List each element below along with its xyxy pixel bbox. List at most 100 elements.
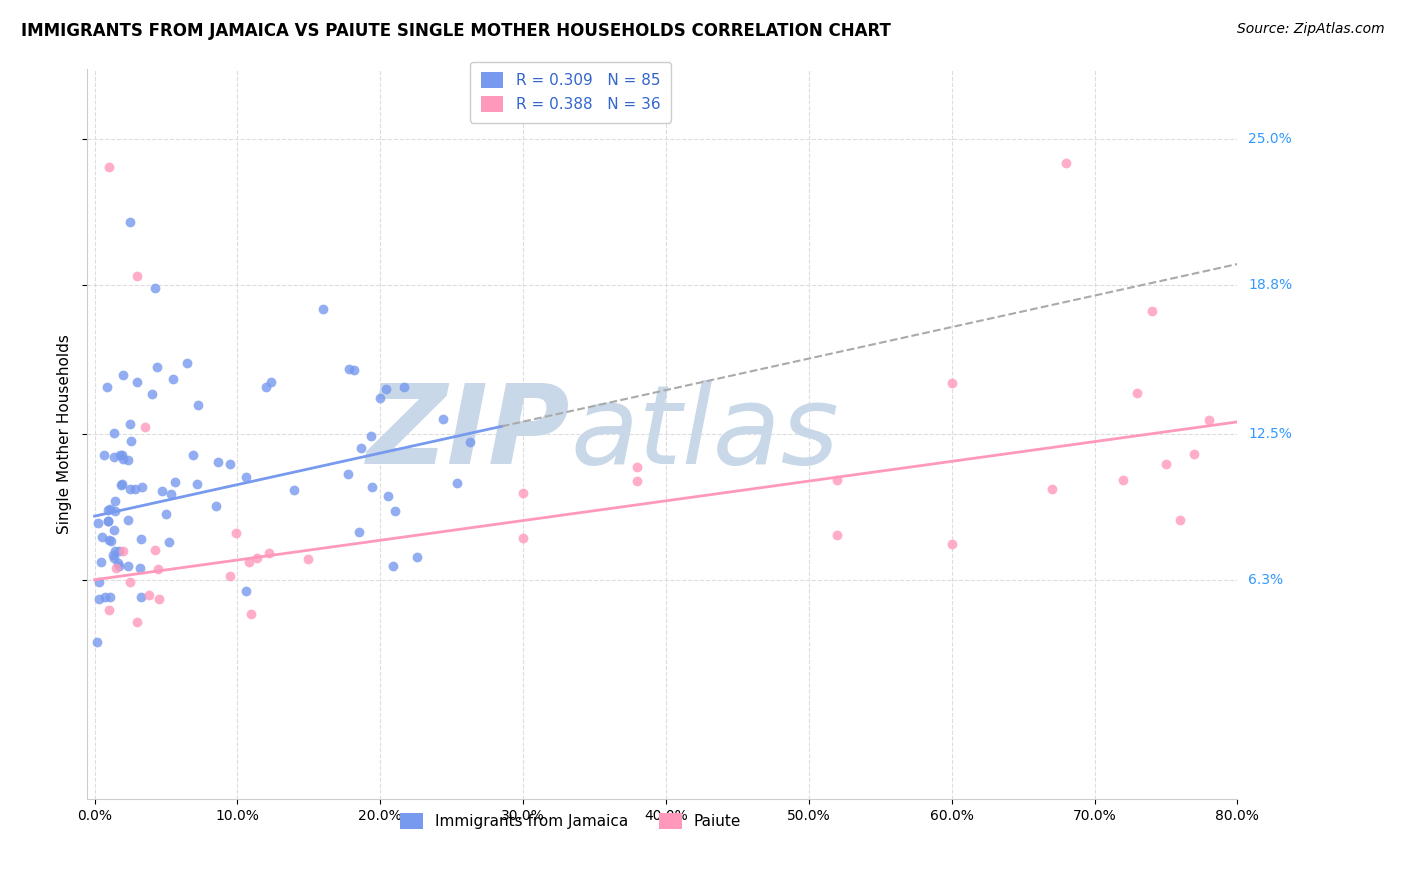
Point bbox=[104, 544, 127, 558]
Text: 18.8%: 18.8% bbox=[1249, 278, 1292, 293]
Point bbox=[129, 561, 152, 575]
Point bbox=[254, 379, 277, 393]
Point bbox=[90, 530, 112, 544]
Point bbox=[1126, 385, 1149, 400]
Point bbox=[110, 478, 132, 492]
Point bbox=[86, 635, 108, 649]
Point bbox=[176, 356, 198, 370]
Point bbox=[246, 550, 269, 565]
Point bbox=[87, 574, 110, 589]
Point bbox=[187, 398, 209, 412]
Point bbox=[97, 533, 120, 548]
Point bbox=[239, 607, 262, 621]
Point bbox=[100, 534, 122, 549]
Legend: Immigrants from Jamaica, Paiute: Immigrants from Jamaica, Paiute bbox=[394, 806, 747, 835]
Point bbox=[93, 448, 115, 462]
Text: Source: ZipAtlas.com: Source: ZipAtlas.com bbox=[1237, 22, 1385, 37]
Point bbox=[120, 417, 142, 431]
Point bbox=[512, 485, 534, 500]
Point bbox=[127, 615, 149, 629]
Point bbox=[361, 480, 384, 494]
Point bbox=[1154, 457, 1177, 471]
Point bbox=[87, 516, 110, 531]
Point bbox=[218, 457, 240, 471]
Point bbox=[108, 448, 131, 462]
Point bbox=[219, 568, 242, 582]
Point bbox=[392, 379, 415, 393]
Point bbox=[205, 499, 228, 513]
Point bbox=[98, 502, 121, 516]
Point bbox=[432, 412, 454, 426]
Point bbox=[104, 494, 127, 508]
Point bbox=[134, 419, 156, 434]
Point bbox=[148, 591, 170, 606]
Point bbox=[1040, 482, 1063, 496]
Point bbox=[827, 528, 849, 542]
Point bbox=[150, 484, 173, 499]
Text: ZIP: ZIP bbox=[367, 380, 571, 487]
Point bbox=[377, 489, 399, 503]
Point bbox=[117, 513, 139, 527]
Point bbox=[96, 514, 118, 528]
Point bbox=[186, 477, 208, 491]
Point bbox=[97, 603, 120, 617]
Point bbox=[101, 548, 124, 562]
Point bbox=[146, 360, 169, 375]
Point bbox=[120, 434, 142, 448]
Point bbox=[103, 551, 125, 566]
Point bbox=[98, 590, 121, 604]
Point bbox=[148, 562, 170, 576]
Point bbox=[90, 555, 112, 569]
Point bbox=[360, 429, 382, 443]
Text: atlas: atlas bbox=[571, 380, 839, 487]
Point bbox=[827, 473, 849, 487]
Text: 6.3%: 6.3% bbox=[1249, 573, 1284, 587]
Point bbox=[238, 555, 260, 569]
Point bbox=[143, 542, 166, 557]
Point bbox=[1168, 513, 1191, 527]
Point bbox=[260, 375, 283, 389]
Point bbox=[104, 504, 127, 518]
Point bbox=[512, 531, 534, 545]
Point bbox=[312, 301, 335, 316]
Y-axis label: Single Mother Households: Single Mother Households bbox=[58, 334, 72, 533]
Point bbox=[1184, 447, 1206, 461]
Point bbox=[368, 392, 391, 406]
Point bbox=[163, 475, 186, 489]
Point bbox=[112, 368, 135, 382]
Point bbox=[458, 434, 481, 449]
Point bbox=[103, 450, 125, 464]
Point bbox=[374, 382, 396, 396]
Text: IMMIGRANTS FROM JAMAICA VS PAIUTE SINGLE MOTHER HOUSEHOLDS CORRELATION CHART: IMMIGRANTS FROM JAMAICA VS PAIUTE SINGLE… bbox=[21, 22, 891, 40]
Point bbox=[105, 561, 128, 575]
Point bbox=[129, 532, 152, 546]
Point bbox=[111, 477, 134, 491]
Point bbox=[89, 591, 111, 606]
Point bbox=[97, 514, 120, 528]
Point bbox=[108, 544, 131, 558]
Point bbox=[129, 591, 152, 605]
Point bbox=[111, 448, 134, 462]
Point bbox=[120, 214, 142, 228]
Point bbox=[103, 425, 125, 440]
Point bbox=[157, 534, 180, 549]
Point bbox=[124, 482, 146, 496]
Point bbox=[118, 482, 141, 496]
Point bbox=[207, 455, 229, 469]
Point bbox=[384, 504, 406, 518]
Point bbox=[259, 546, 281, 560]
Point bbox=[343, 363, 366, 377]
Point bbox=[107, 556, 129, 570]
Point bbox=[127, 375, 149, 389]
Point bbox=[283, 483, 305, 497]
Point bbox=[138, 588, 160, 602]
Point bbox=[1054, 155, 1077, 169]
Text: 12.5%: 12.5% bbox=[1249, 426, 1292, 441]
Point bbox=[97, 503, 120, 517]
Point bbox=[941, 376, 963, 391]
Point bbox=[235, 584, 257, 599]
Point bbox=[337, 467, 360, 482]
Point bbox=[626, 459, 648, 474]
Point bbox=[446, 476, 468, 491]
Point bbox=[155, 507, 177, 521]
